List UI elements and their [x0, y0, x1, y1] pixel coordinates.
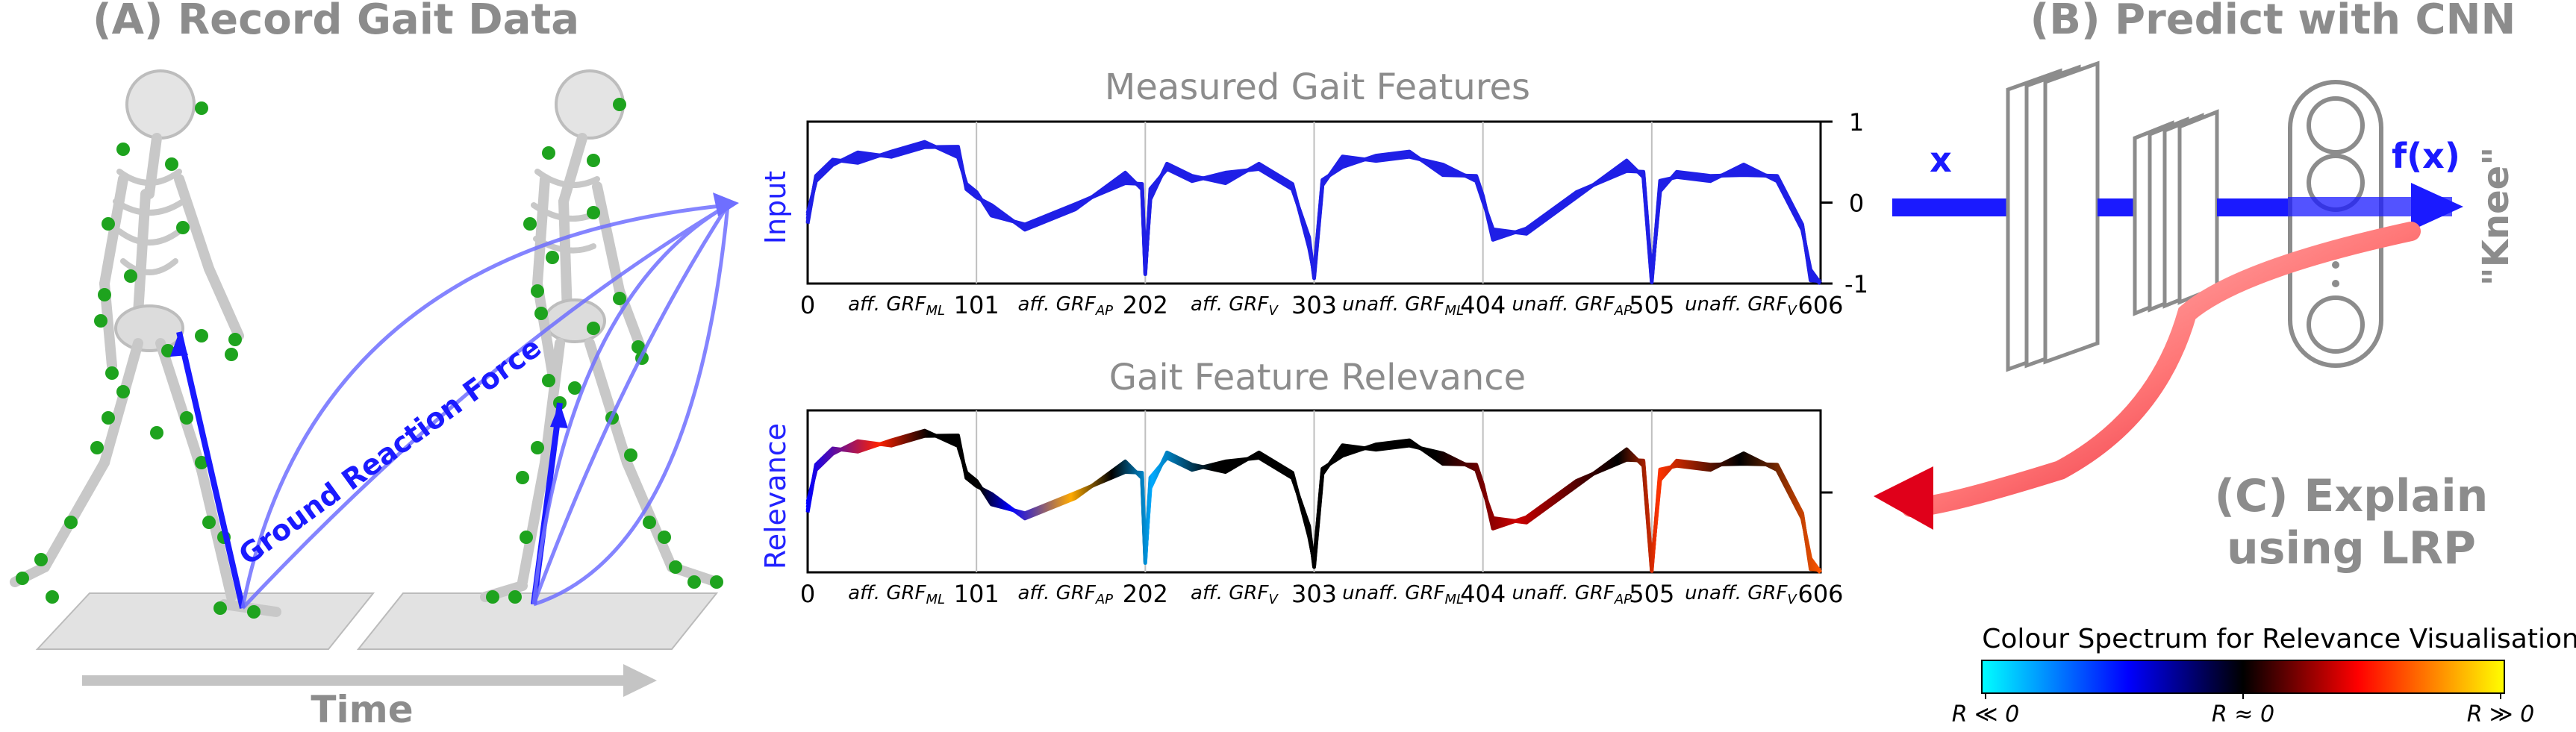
ellipsis-dot-3 [2332, 280, 2339, 287]
explain-arrow-head [1874, 466, 1933, 530]
bottom-plot-x-ticks: 0 101 202 303 404 505 606 [800, 580, 1844, 608]
bottom-plot-ylabel: Relevance [759, 423, 792, 569]
gait-feature-plots: Measured Gait Features 0 101 202 303 404 505 6… [759, 66, 1868, 608]
segment-label: aff. GRFML [848, 582, 945, 607]
time-label: Time [311, 688, 413, 731]
force-plate-2 [356, 592, 719, 650]
grf-vector-1-head [170, 332, 188, 357]
skeleton-figure-2 [480, 69, 722, 602]
x-tick-label: 606 [1797, 580, 1843, 608]
top-plot-title: Measured Gait Features [1105, 66, 1530, 108]
grf-label: Ground Reaction Force [233, 331, 547, 572]
bottom-plot-title: Gait Feature Relevance [1109, 357, 1526, 398]
panel-b-title: (B) Predict with CNN [2030, 0, 2516, 44]
bottom-plot-segment-labels: aff. GRFML aff. GRFAP aff. GRFV unaff. GRFM… [848, 582, 1797, 607]
bottom-plot-lines [805, 428, 1823, 574]
skeleton-figure-1 [10, 69, 281, 617]
neuron-1 [2307, 96, 2365, 154]
output-fx-label: f(x) [2392, 136, 2460, 176]
x-tick-label: 0 [800, 580, 815, 608]
top-plot-lines [805, 140, 1823, 285]
prediction-label: "Knee" [2475, 147, 2517, 287]
x-tick-label: 606 [1797, 291, 1843, 319]
x-tick-label: 505 [1629, 291, 1674, 319]
x-tick-label: 202 [1123, 580, 1168, 608]
panel-a-title: (A) Record Gait Data [93, 0, 579, 44]
x-tick-label: 303 [1291, 291, 1337, 319]
grf-vector-2-head [550, 403, 568, 428]
segment-label: aff. GRFAP [1017, 293, 1113, 319]
colorbar-label-neutral: R ≈ 0 [2212, 701, 2274, 728]
colorbar-label-negative: R ≪ 0 [1952, 701, 2019, 728]
x-tick-label: 303 [1291, 580, 1337, 608]
output-arrow-head [2411, 183, 2463, 231]
segment-label: unaff. GRFAP [1512, 293, 1632, 319]
marker-set-2 [486, 98, 723, 604]
ellipsis-dot-2 [2332, 261, 2339, 269]
series-line [805, 140, 1821, 284]
neuron-n [2307, 295, 2365, 354]
x-tick-label: 0 [800, 291, 815, 319]
segment-label: unaff. GRFV [1685, 582, 1797, 607]
dense-layer [2288, 80, 2383, 368]
gait-recording-panel: (A) Record Gait Data [10, 0, 739, 731]
segment-label: unaff. GRFML [1342, 582, 1464, 607]
series-line [805, 428, 1821, 572]
grf-vector-1 [176, 331, 246, 609]
data-flow-arrows [240, 203, 730, 610]
panel-c-title-line2: using LRP [2227, 522, 2476, 575]
force-plate-1 [35, 592, 375, 650]
relevance-colorbar: Colour Spectrum for Relevance Visualisat… [1952, 624, 2576, 728]
input-x-label: x [1930, 140, 1952, 180]
x-tick-label: 202 [1123, 291, 1168, 319]
segment-label: aff. GRFAP [1017, 582, 1113, 607]
mid-arrow-2 [2217, 198, 2288, 216]
top-plot-y-ticks: 1 0 -1 [1821, 108, 1868, 298]
x-tick-label: 404 [1460, 291, 1506, 319]
segment-label: unaff. GRFV [1685, 293, 1797, 319]
y-tick-label: 0 [1849, 190, 1864, 218]
time-arrow-head [623, 664, 657, 697]
segment-label: unaff. GRFAP [1512, 582, 1632, 607]
conv-layer-block-1 [2006, 60, 2100, 372]
explain-arrow [1901, 222, 2421, 517]
panel-c-title-line1: (C) Explain [2215, 470, 2489, 522]
colorbar-gradient [1981, 660, 2505, 694]
segment-label: aff. GRFV [1191, 293, 1279, 319]
segment-label: aff. GRFV [1191, 582, 1279, 607]
colorbar-title: Colour Spectrum for Relevance Visualisat… [1982, 624, 2576, 654]
segment-label: aff. GRFML [848, 293, 945, 319]
x-tick-label: 505 [1629, 580, 1674, 608]
top-plot-x-ticks: 0 101 202 303 404 505 606 [800, 291, 1844, 319]
colorbar-label-positive: R ≫ 0 [2467, 701, 2534, 728]
y-tick-label: 1 [1849, 108, 1864, 137]
x-tick-label: 101 [954, 291, 999, 319]
conv-layer-block-2 [2133, 109, 2219, 316]
marker-set-1 [16, 101, 261, 619]
y-tick-label: -1 [1844, 270, 1868, 298]
data-flow-arrow-head [713, 193, 739, 216]
segment-label: unaff. GRFML [1342, 293, 1464, 319]
top-plot-ylabel: Input [759, 171, 792, 244]
cnn-panel: (B) Predict with CNN x f(x) "K [1874, 0, 2517, 575]
x-tick-label: 101 [954, 580, 999, 608]
x-tick-label: 404 [1460, 580, 1506, 608]
